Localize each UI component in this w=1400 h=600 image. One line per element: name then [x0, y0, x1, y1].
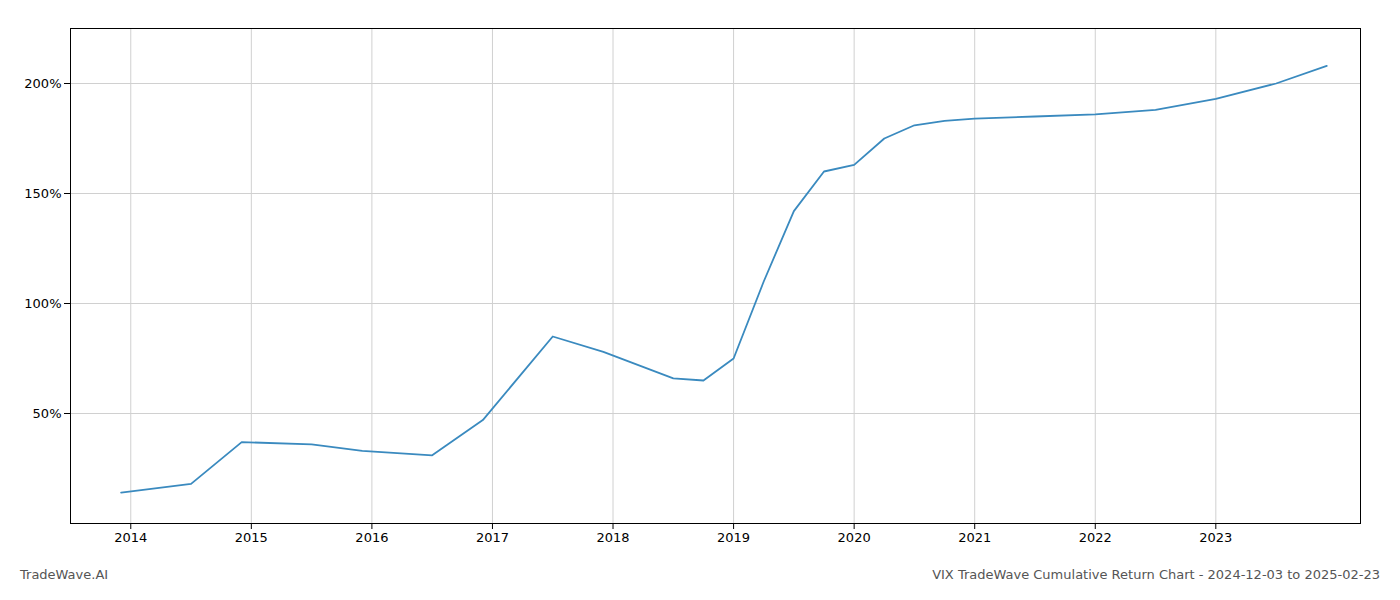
svg-text:200%: 200%: [24, 76, 61, 91]
svg-text:2022: 2022: [1079, 530, 1112, 545]
svg-text:2021: 2021: [958, 530, 991, 545]
svg-text:2023: 2023: [1199, 530, 1232, 545]
svg-text:2018: 2018: [596, 530, 629, 545]
svg-text:50%: 50%: [33, 406, 62, 421]
svg-text:2015: 2015: [235, 530, 268, 545]
svg-text:2019: 2019: [717, 530, 750, 545]
svg-text:100%: 100%: [24, 296, 61, 311]
svg-text:2020: 2020: [838, 530, 871, 545]
html-text:VIX TradeWave Cumulative Retur: VIX TradeWave Cumulative Return Chart - …: [932, 567, 1380, 582]
html-text:TradeWave.AI: TradeWave.AI: [20, 567, 109, 582]
svg-text:2017: 2017: [476, 530, 509, 545]
svg-text:2014: 2014: [114, 530, 147, 545]
svg-text:2016: 2016: [355, 530, 388, 545]
svg-text:150%: 150%: [24, 186, 61, 201]
